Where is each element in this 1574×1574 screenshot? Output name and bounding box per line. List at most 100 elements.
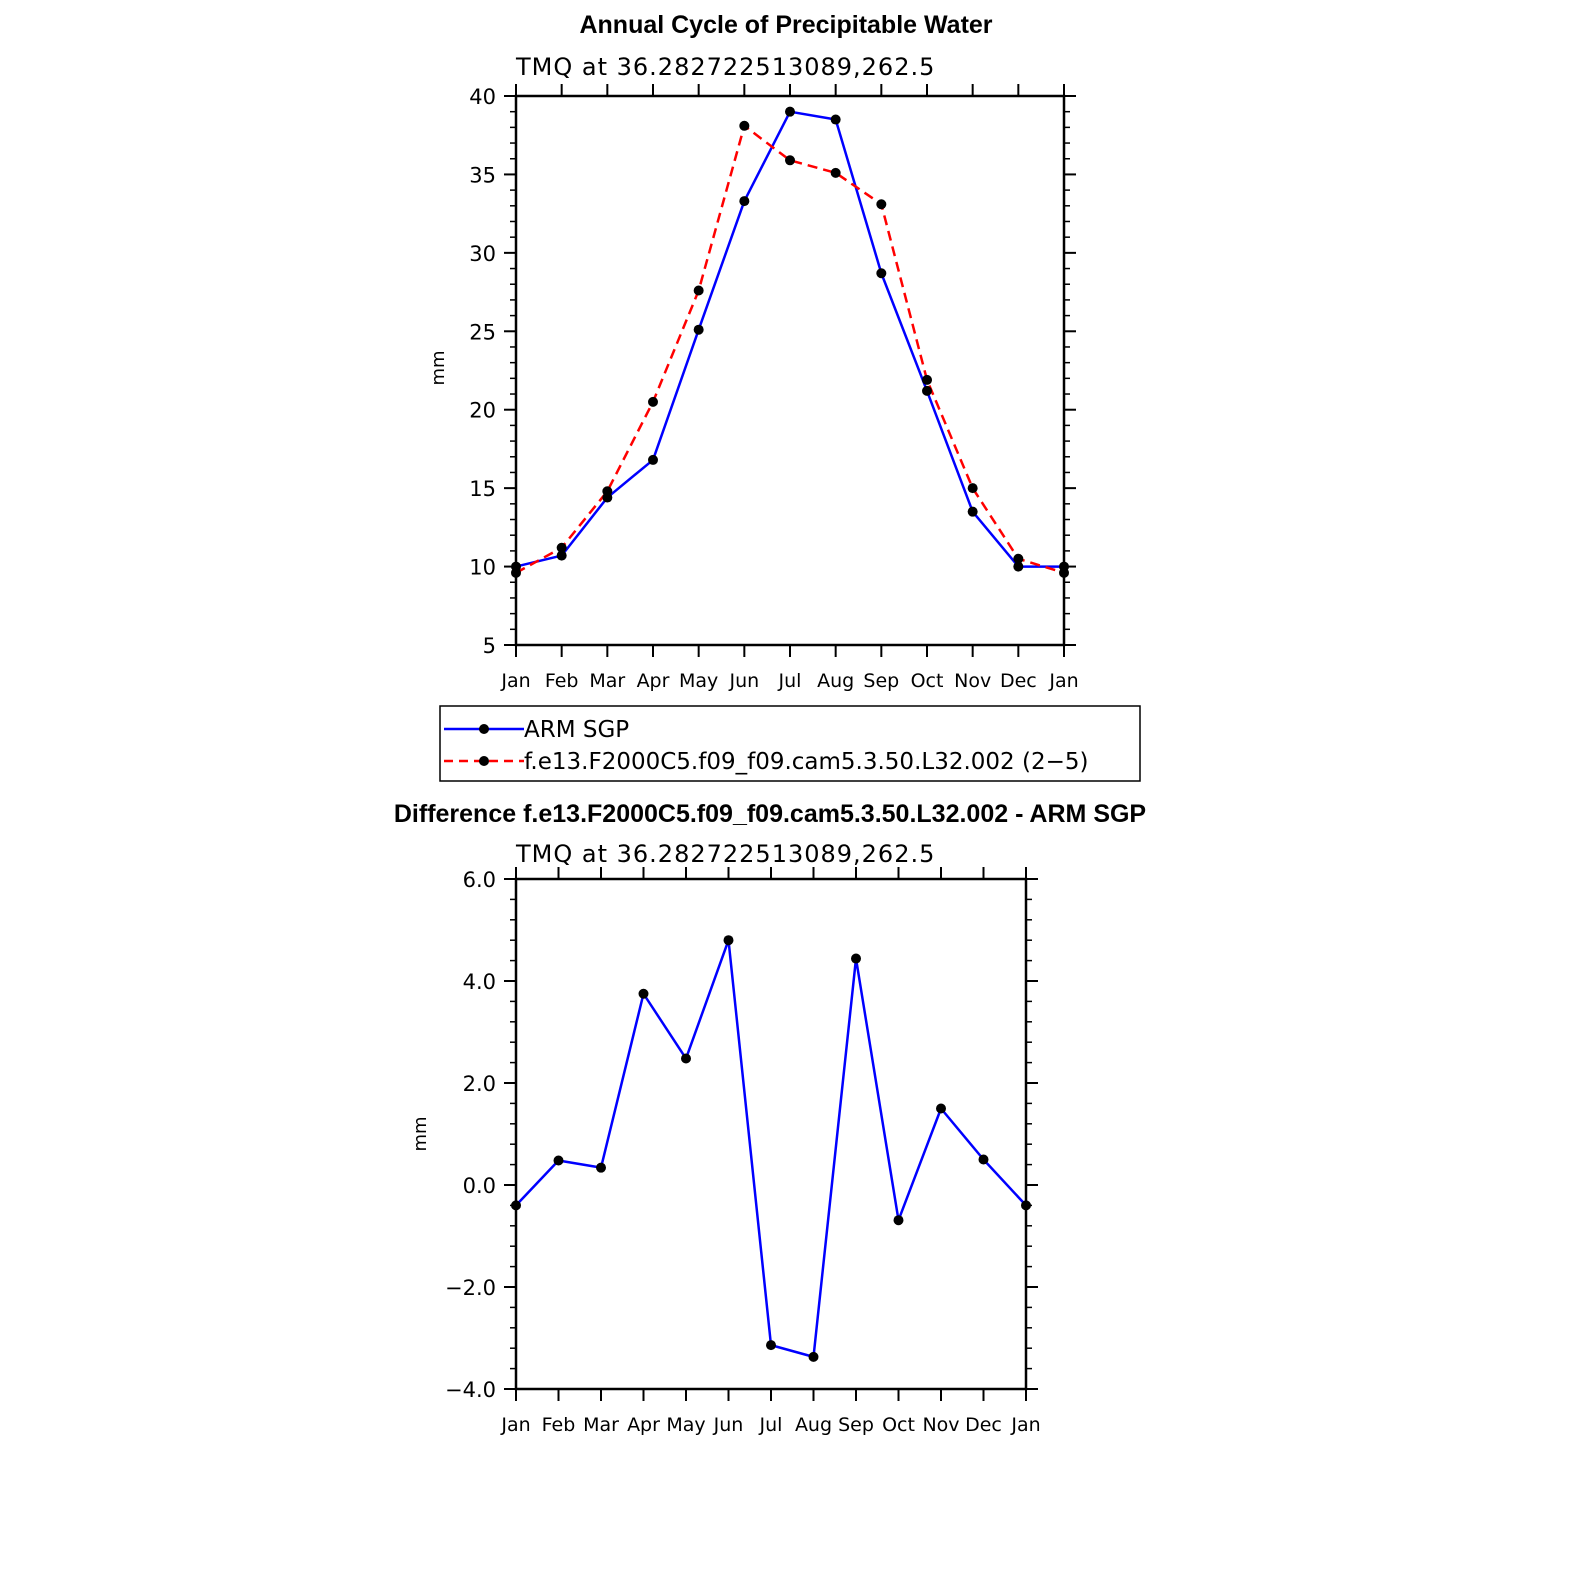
data-point-1 — [602, 486, 613, 497]
y-tick-label: 0.0 — [463, 1174, 496, 1198]
y-tick-label: 40 — [469, 85, 496, 109]
data-point-1 — [1059, 567, 1069, 578]
x-tick-label: Jan — [500, 1414, 530, 1436]
annual-cycle-chart: Annual Cycle of Precipitable Water TMQ a… — [428, 11, 1079, 692]
y-tick-label: −2.0 — [445, 1276, 496, 1300]
data-point-0 — [893, 1215, 904, 1226]
legend-label-model: f.e13.F2000C5.f09_f09.cam5.3.50.L32.002 … — [524, 749, 1088, 775]
y-tick-label: 15 — [469, 477, 496, 501]
x-tick-label: Apr — [627, 1414, 660, 1436]
x-tick-label: Nov — [922, 1414, 959, 1436]
legend-label-arm-sgp: ARM SGP — [524, 717, 629, 743]
chart-title: Annual Cycle of Precipitable Water — [579, 11, 992, 39]
x-tick-label: Jan — [1010, 1414, 1040, 1436]
data-point-0 — [967, 506, 978, 517]
data-point-0 — [648, 454, 658, 465]
bottom-series — [511, 935, 1031, 1362]
y-tick-label: 10 — [469, 556, 496, 580]
y-tick-label: 5 — [483, 634, 496, 658]
top-axes: 5 10 15 20 25 30 35 40 Jan Feb Mar Apr May Jun Jul Aug S… — [469, 84, 1079, 692]
data-point-1 — [876, 199, 887, 210]
x-tick-label: Apr — [637, 670, 670, 692]
bottom-axes: −4.0 −2.0 0.0 2.0 4.0 6.0 Jan Feb Mar Apr May Jun Ju… — [445, 867, 1041, 1436]
y-tick-label: 20 — [469, 399, 496, 423]
x-tick-label: May — [666, 1414, 705, 1436]
data-point-1 — [1013, 553, 1024, 564]
plot-frame — [514, 877, 1028, 1391]
difference-chart: Difference f.e13.F2000C5.f09_f09.cam5.3.… — [394, 800, 1146, 1436]
data-point-1 — [648, 396, 658, 407]
data-point-1 — [511, 567, 521, 578]
data-point-1 — [785, 155, 795, 166]
x-tick-label: Aug — [795, 1414, 832, 1436]
data-point-1 — [693, 285, 704, 296]
data-point-0 — [830, 114, 841, 125]
legend-box — [439, 705, 1141, 782]
x-tick-label: Dec — [965, 1414, 1002, 1436]
data-point-0 — [1021, 1200, 1031, 1211]
data-point-0 — [556, 550, 567, 561]
data-point-0 — [808, 1351, 819, 1362]
data-point-0 — [785, 106, 795, 117]
y-tick-label: 4.0 — [463, 970, 496, 994]
data-point-0 — [723, 935, 734, 946]
y-tick-label: 35 — [469, 163, 496, 187]
data-point-1 — [830, 167, 841, 178]
x-tick-label: Feb — [545, 670, 579, 692]
x-tick-label: Mar — [583, 1414, 619, 1436]
x-tick-label: Jan — [500, 670, 530, 692]
data-point-1 — [556, 542, 567, 553]
x-tick-label: Mar — [589, 670, 625, 692]
data-point-0 — [978, 1154, 989, 1165]
data-point-0 — [553, 1155, 564, 1166]
data-point-0 — [851, 953, 861, 964]
x-tick-label: Sep — [863, 670, 899, 692]
data-point-0 — [739, 196, 750, 207]
chart-title: Difference f.e13.F2000C5.f09_f09.cam5.3.… — [394, 800, 1146, 828]
series-line-0 — [515, 110, 1064, 568]
data-point-0 — [596, 1162, 606, 1173]
series-line-0 — [515, 938, 1027, 1359]
data-point-1 — [739, 120, 750, 131]
plot-frame — [514, 94, 1066, 647]
data-point-0 — [638, 988, 649, 999]
chart-subtitle: TMQ at 36.282722513089,262.5 — [515, 53, 935, 81]
x-tick-label: Sep — [838, 1414, 874, 1436]
x-tick-label: Jun — [713, 1414, 744, 1436]
legend-marker-model — [479, 756, 489, 766]
x-tick-label: Oct — [911, 670, 944, 692]
data-point-0 — [1013, 561, 1024, 572]
x-tick-label: Feb — [542, 1414, 576, 1436]
y-tick-label: 30 — [469, 242, 496, 266]
x-tick-label: Jul — [778, 670, 802, 692]
x-tick-label: May — [679, 670, 718, 692]
y-tick-label: 25 — [469, 320, 496, 344]
data-point-0 — [681, 1053, 691, 1064]
chart-subtitle: TMQ at 36.282722513089,262.5 — [515, 840, 935, 868]
x-tick-label: Jul — [759, 1414, 783, 1436]
data-point-0 — [936, 1103, 946, 1114]
x-tick-label: Nov — [954, 670, 991, 692]
y-tick-label: 6.0 — [463, 868, 496, 892]
y-tick-label: 2.0 — [463, 1072, 496, 1096]
y-axis-label: mm — [428, 350, 449, 385]
data-point-0 — [511, 1200, 521, 1211]
data-point-1 — [967, 483, 978, 494]
series-line-1 — [515, 124, 1065, 575]
data-point-0 — [693, 324, 704, 335]
data-point-0 — [922, 385, 932, 396]
top-series — [511, 106, 1069, 578]
y-tick-label: −4.0 — [445, 1378, 496, 1402]
x-tick-label: Jun — [728, 670, 759, 692]
data-point-1 — [922, 374, 932, 385]
legend-marker-arm-sgp — [479, 724, 489, 734]
x-tick-label: Dec — [1000, 670, 1037, 692]
x-tick-label: Aug — [817, 670, 854, 692]
x-tick-label: Oct — [882, 1414, 915, 1436]
data-point-0 — [876, 268, 887, 279]
y-axis-label: mm — [410, 1116, 431, 1151]
x-tick-label: Jan — [1048, 670, 1078, 692]
legend: ARM SGP f.e13.F2000C5.f09_f09.cam5.3.50.… — [439, 705, 1141, 782]
data-point-0 — [766, 1340, 776, 1351]
